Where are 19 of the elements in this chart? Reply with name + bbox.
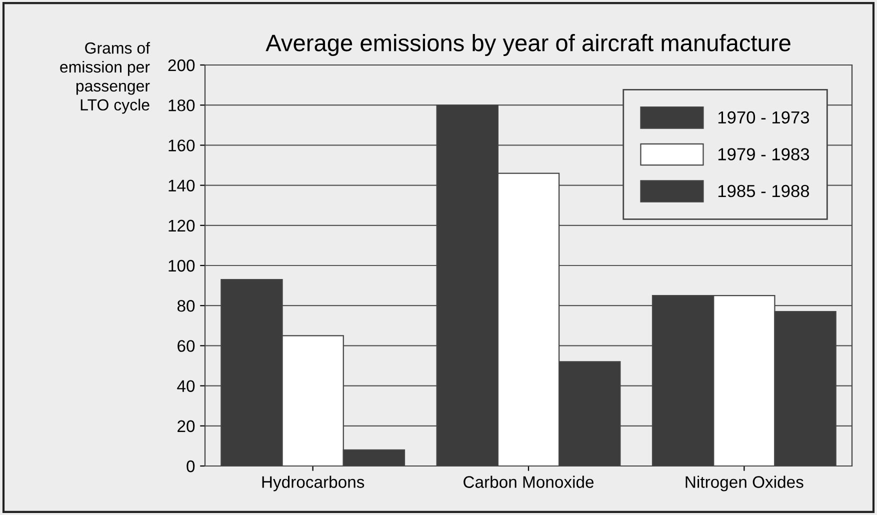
y-tick-label: 120 [168,220,195,232]
x-tick-label: Hydrocarbons [262,476,364,492]
y-tick-label: 20 [178,420,195,432]
x-tick-label: Carbon Monoxide [464,476,594,488]
legend-label: 1985 - 1988 [718,184,810,198]
y-tick-label: 60 [178,340,195,352]
y-tick-label: 140 [168,180,195,192]
x-tick-label: Nitrogen Oxides [686,476,804,492]
y-tick-label: 100 [168,260,195,272]
legend-label: 1979 - 1983 [718,148,810,160]
y-axis-title: Grams of emission per passenger LTO cycle [60,42,150,114]
y-tick-label: 80 [177,300,195,312]
y-tick-label: 40 [177,380,195,392]
y-tick-label: 160 [168,140,195,152]
y-tick-label: 0 [186,460,195,472]
legend-label: 1970 - 1973 [718,111,810,124]
y-tick-label: 180 [168,100,195,112]
chart-title: Average emissions by year of aircraft manufacture [266,34,790,56]
y-tick-label: 200 [168,59,195,72]
